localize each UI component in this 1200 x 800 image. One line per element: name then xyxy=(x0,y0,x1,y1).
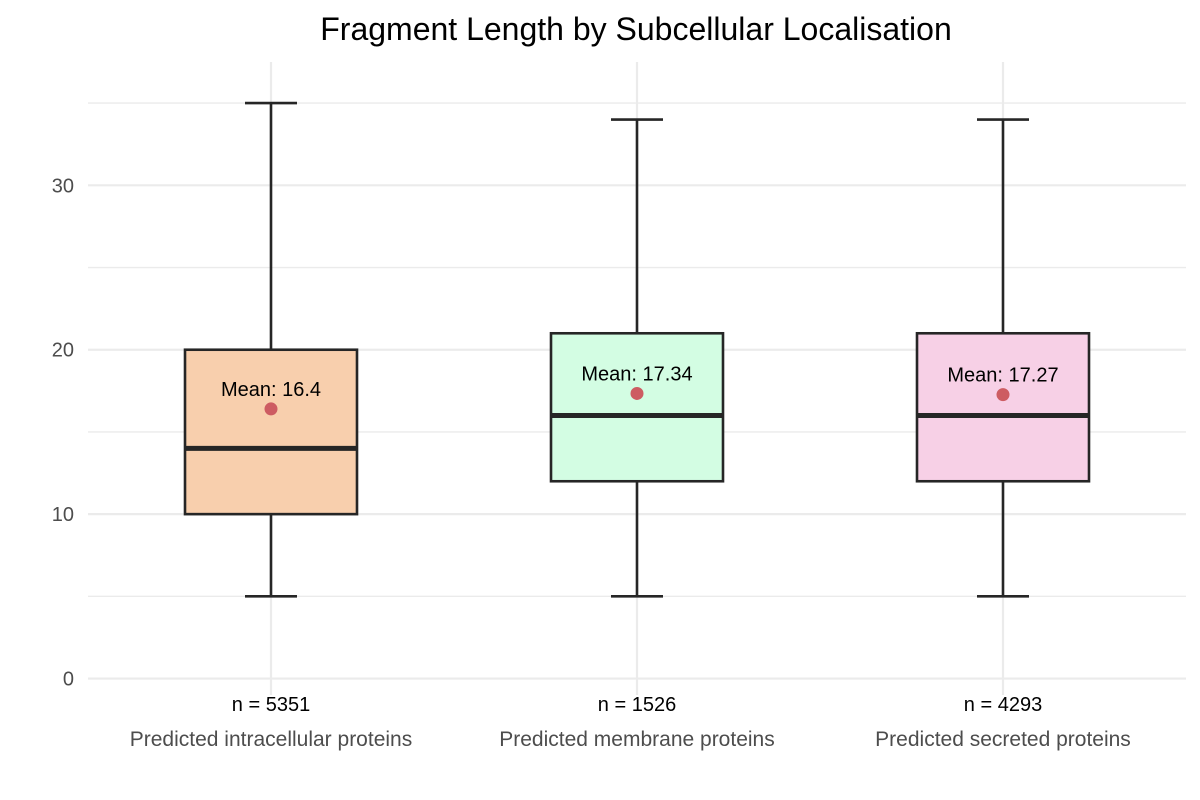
x-category-label: Predicted intracellular proteins xyxy=(130,728,412,751)
chart-title: Fragment Length by Subcellular Localisat… xyxy=(320,11,951,47)
label-layer: 0 10 20 30 Mean: 16.4 n = 5351 Predicted intra… xyxy=(52,175,1131,751)
mean-point xyxy=(996,388,1010,402)
x-category-label: Predicted membrane proteins xyxy=(499,728,774,751)
iqr-box xyxy=(915,331,1091,483)
y-tick-label: 30 xyxy=(52,175,74,197)
iqr-box xyxy=(549,331,725,483)
mean-point xyxy=(630,386,644,400)
x-category-label: Predicted secreted proteins xyxy=(875,728,1131,751)
mean-label: Mean: 17.27 xyxy=(947,365,1058,387)
mean-point xyxy=(264,402,278,416)
n-count-label: n = 1526 xyxy=(598,694,676,716)
mean-label: Mean: 17.34 xyxy=(581,363,692,385)
mean-label: Mean: 16.4 xyxy=(221,379,321,401)
y-tick-label: 10 xyxy=(52,504,74,526)
iqr-box xyxy=(183,348,359,516)
y-tick-label: 0 xyxy=(63,669,74,691)
box-layer xyxy=(183,101,1091,598)
n-count-label: n = 5351 xyxy=(232,694,310,716)
y-tick-label: 20 xyxy=(52,340,74,362)
n-count-label: n = 4293 xyxy=(964,694,1042,716)
